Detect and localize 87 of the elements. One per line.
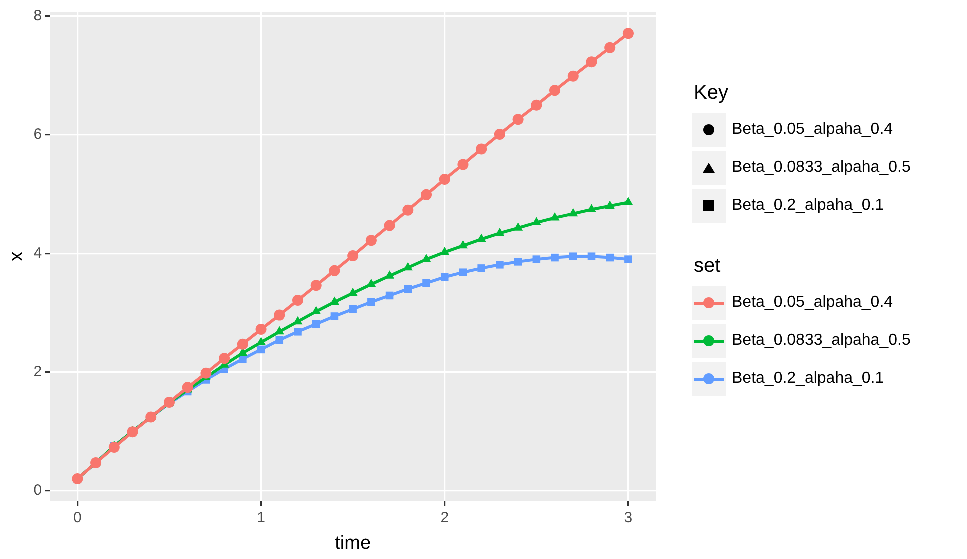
point xyxy=(588,252,596,260)
point xyxy=(329,265,340,276)
point xyxy=(532,256,541,264)
text: Beta_0.05_alpaha_0.4 xyxy=(732,121,894,138)
point xyxy=(514,222,524,231)
x-tick-label: 2 xyxy=(440,509,450,526)
point xyxy=(439,174,450,186)
legend-label: Beta_0.05_alpaha_0.4 xyxy=(732,294,894,312)
point xyxy=(604,42,616,54)
point xyxy=(276,336,284,344)
y-tick-label: 4 xyxy=(34,244,42,262)
x-tick-label: 0 xyxy=(74,509,82,526)
point xyxy=(366,235,377,246)
point xyxy=(293,316,303,325)
point xyxy=(421,189,432,200)
point xyxy=(366,278,376,288)
point xyxy=(237,338,248,350)
x-tick-label: 3 xyxy=(624,509,633,526)
point xyxy=(384,220,396,232)
point xyxy=(550,212,560,221)
point xyxy=(496,261,504,269)
point xyxy=(182,382,194,394)
point xyxy=(219,353,230,364)
y-axis-title: x xyxy=(6,251,28,262)
point xyxy=(476,234,486,242)
point xyxy=(512,114,524,126)
point xyxy=(550,85,561,96)
point xyxy=(586,56,598,68)
y-tick-label: 2 xyxy=(34,363,42,380)
point xyxy=(349,305,357,314)
point xyxy=(568,208,578,217)
point xyxy=(494,128,506,140)
point xyxy=(386,292,394,300)
point xyxy=(569,252,578,260)
point xyxy=(256,324,267,336)
point xyxy=(368,298,376,306)
point xyxy=(531,100,542,111)
point xyxy=(624,256,632,264)
point xyxy=(348,288,358,296)
point xyxy=(440,273,449,282)
point xyxy=(404,285,412,294)
point xyxy=(459,268,468,276)
point xyxy=(532,217,542,226)
point xyxy=(495,228,505,236)
point xyxy=(440,246,450,256)
point xyxy=(422,279,430,288)
point xyxy=(292,294,304,306)
point xyxy=(200,368,212,379)
point xyxy=(476,144,488,155)
legend-label: Beta_0.2_alpaha_0.1 xyxy=(732,370,884,388)
point xyxy=(348,250,359,262)
point xyxy=(330,312,339,320)
point xyxy=(422,254,432,262)
point xyxy=(605,200,615,209)
text: Beta_0.2_alpaha_0.1 xyxy=(732,197,884,214)
point xyxy=(312,320,320,328)
point xyxy=(274,326,284,335)
text: Beta_0.0833_alpaha_0.5 xyxy=(732,159,911,176)
point xyxy=(622,28,634,40)
point xyxy=(551,254,559,262)
y-tick-label: 6 xyxy=(34,126,42,144)
point xyxy=(310,280,322,292)
point xyxy=(514,258,522,266)
point xyxy=(385,270,395,279)
point xyxy=(624,197,634,206)
text: Key xyxy=(694,82,730,105)
point xyxy=(256,337,266,346)
point xyxy=(568,70,579,82)
y-tick-label: 0 xyxy=(34,482,42,499)
point xyxy=(586,204,597,213)
x-axis-title: time xyxy=(335,532,372,554)
point xyxy=(458,159,469,170)
y-tick-label: 8 xyxy=(34,8,42,25)
point xyxy=(127,426,138,438)
point xyxy=(402,204,414,216)
point xyxy=(606,254,614,262)
point xyxy=(458,240,468,249)
point xyxy=(312,306,322,314)
point xyxy=(257,346,266,354)
point xyxy=(478,264,486,272)
point xyxy=(294,328,302,336)
point xyxy=(274,310,286,321)
point xyxy=(330,296,340,306)
point xyxy=(108,442,120,454)
x-tick-label: 1 xyxy=(257,509,266,526)
legend-title: set xyxy=(694,255,722,278)
legend-label: Beta_0.0833_alpaha_0.5 xyxy=(732,332,911,350)
